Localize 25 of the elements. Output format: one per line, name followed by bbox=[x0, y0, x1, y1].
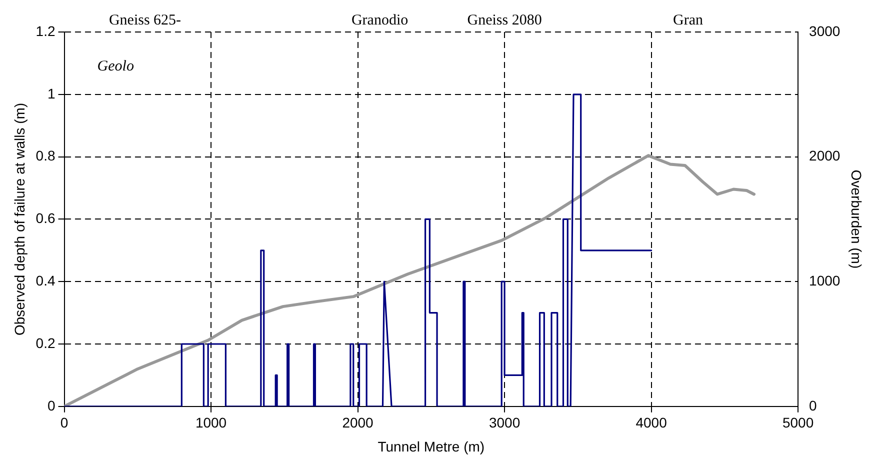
text: Gran bbox=[672, 12, 704, 28]
x-tick-label: 4000 bbox=[636, 414, 668, 431]
y-tick-label: 1 bbox=[47, 85, 56, 102]
y2-tick-label: 3000 bbox=[809, 22, 840, 39]
y-tick-label: 0.8 bbox=[36, 148, 56, 164]
x-tick-label: 2000 bbox=[342, 414, 374, 431]
y-tick-label: 0.4 bbox=[36, 272, 56, 288]
y-axis-title: Observed depth of failure at walls (m) bbox=[11, 102, 28, 336]
x-tick-label: 0 bbox=[60, 414, 68, 431]
x-tick-label: 1000 bbox=[195, 414, 227, 431]
y2-axis-title: Overburden (m) bbox=[848, 170, 865, 269]
x-tick-label: 5000 bbox=[782, 414, 814, 431]
y-tick-label: 0 bbox=[47, 397, 56, 414]
y-tick-label: 0.2 bbox=[36, 334, 56, 351]
y2-tick-label: 1000 bbox=[809, 272, 840, 288]
y2-tick-label: 0 bbox=[809, 397, 818, 414]
text: Gneiss 2080 bbox=[467, 12, 542, 28]
y-tick-label: 0.6 bbox=[36, 210, 56, 226]
y-tick-label: 1.2 bbox=[36, 22, 56, 39]
annotation: Geolo bbox=[97, 58, 134, 74]
x-axis-title: Tunnel Metre (m) bbox=[378, 438, 485, 454]
text: Gneiss 625- bbox=[108, 12, 182, 28]
x-tick-label: 3000 bbox=[488, 414, 520, 431]
text: Granodio bbox=[351, 12, 408, 28]
y2-tick-label: 2000 bbox=[809, 148, 840, 164]
